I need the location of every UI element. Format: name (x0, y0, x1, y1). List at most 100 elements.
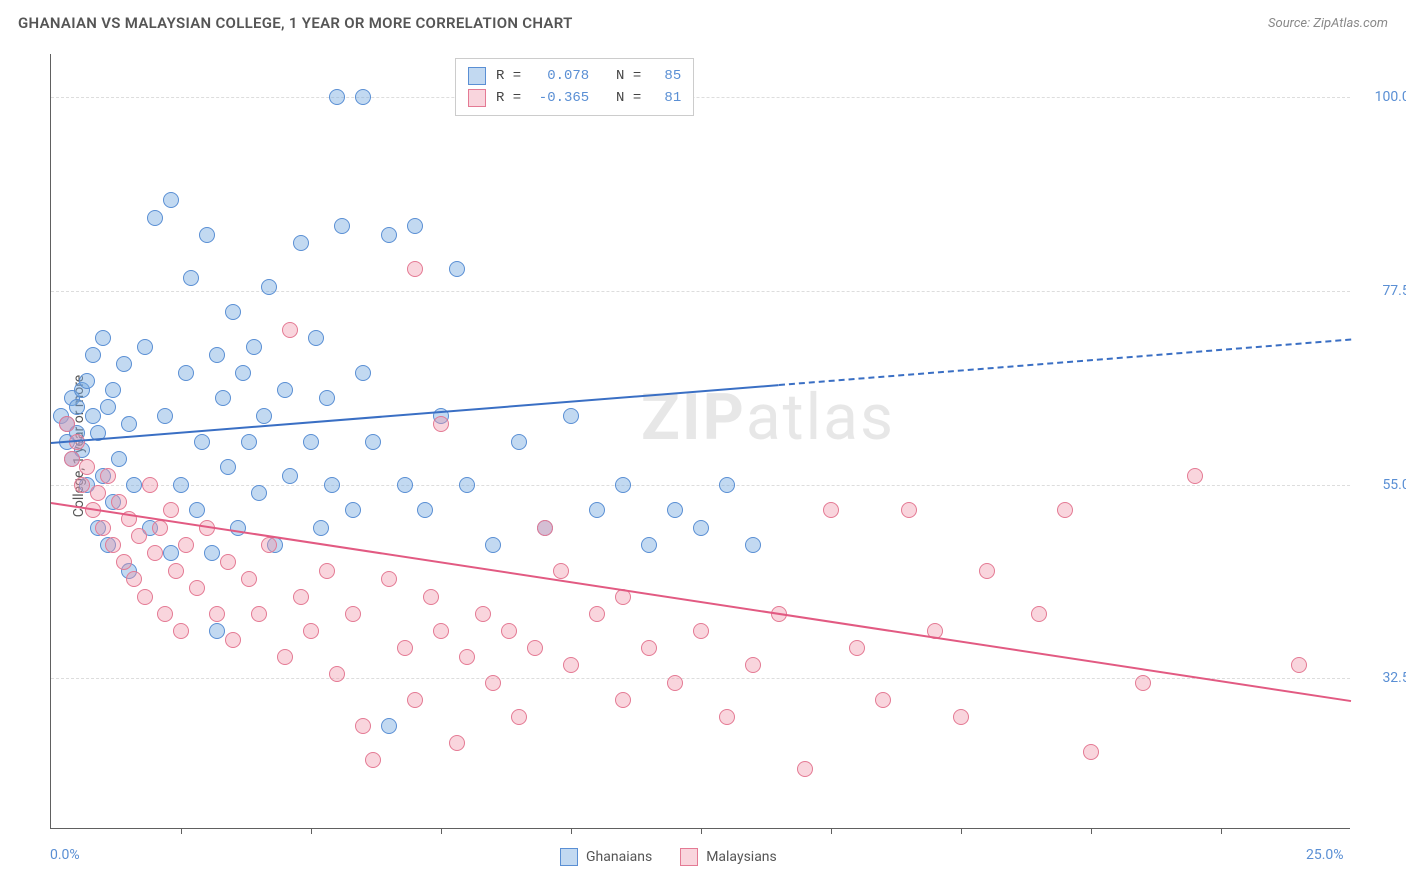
stats-row: R =-0.365 N =81 (468, 87, 681, 109)
scatter-point (142, 477, 158, 493)
scatter-point (511, 434, 527, 450)
legend-item: Malaysians (680, 848, 777, 866)
legend-label: Malaysians (706, 849, 777, 865)
stats-r-label: R = (496, 68, 521, 84)
scatter-point (381, 718, 397, 734)
scatter-point (1031, 606, 1047, 622)
x-tick (1091, 828, 1092, 834)
stats-r-value: -0.365 (531, 90, 589, 106)
scatter-point (137, 339, 153, 355)
scatter-point (64, 390, 80, 406)
scatter-point (131, 528, 147, 544)
scatter-point (365, 752, 381, 768)
trend-line (51, 502, 1351, 702)
scatter-point (116, 356, 132, 372)
scatter-point (589, 606, 605, 622)
scatter-point (797, 761, 813, 777)
scatter-point (220, 459, 236, 475)
scatter-point (95, 520, 111, 536)
scatter-point (511, 709, 527, 725)
x-max-label: 25.0% (1306, 847, 1344, 863)
scatter-point (381, 227, 397, 243)
stats-n-label: N = (599, 68, 641, 84)
stats-legend: R =0.078 N =85R =-0.365 N =81 (455, 58, 694, 116)
gridline (51, 97, 1350, 98)
scatter-point (100, 399, 116, 415)
legend-swatch (560, 848, 578, 866)
scatter-point (345, 606, 361, 622)
scatter-point (251, 485, 267, 501)
scatter-point (537, 520, 553, 536)
scatter-point (667, 502, 683, 518)
scatter-point (105, 494, 121, 510)
scatter-point (204, 545, 220, 561)
scatter-point (407, 218, 423, 234)
scatter-point (355, 365, 371, 381)
scatter-point (178, 537, 194, 553)
scatter-point (79, 373, 95, 389)
scatter-point (111, 451, 127, 467)
scatter-point (615, 692, 631, 708)
scatter-point (485, 537, 501, 553)
scatter-point (69, 434, 85, 450)
scatter-point (241, 571, 257, 587)
scatter-point (116, 554, 132, 570)
scatter-point (85, 347, 101, 363)
scatter-point (501, 623, 517, 639)
scatter-point (126, 571, 142, 587)
scatter-point (641, 640, 657, 656)
scatter-point (90, 425, 106, 441)
x-tick (181, 828, 182, 834)
scatter-point (433, 408, 449, 424)
scatter-point (183, 270, 199, 286)
scatter-point (329, 666, 345, 682)
scatter-point (189, 502, 205, 518)
scatter-point (256, 408, 272, 424)
scatter-point (74, 382, 90, 398)
scatter-point (168, 563, 184, 579)
scatter-point (449, 735, 465, 751)
scatter-point (100, 468, 116, 484)
scatter-point (53, 408, 69, 424)
x-tick (311, 828, 312, 834)
chart-container: GHANAIAN VS MALAYSIAN COLLEGE, 1 YEAR OR… (0, 0, 1406, 892)
trend-line (51, 384, 779, 444)
scatter-point (449, 261, 465, 277)
x-min-label: 0.0% (50, 847, 80, 863)
scatter-point (142, 520, 158, 536)
scatter-point (105, 382, 121, 398)
scatter-point (475, 606, 491, 622)
scatter-point (90, 485, 106, 501)
y-tick-label: 32.5% (1360, 670, 1406, 686)
scatter-point (693, 520, 709, 536)
series-legend: GhanaiansMalaysians (560, 848, 777, 866)
scatter-point (261, 537, 277, 553)
scatter-point (589, 502, 605, 518)
scatter-point (324, 477, 340, 493)
scatter-point (719, 709, 735, 725)
gridline (51, 485, 1350, 486)
scatter-point (173, 477, 189, 493)
scatter-point (641, 537, 657, 553)
scatter-point (95, 330, 111, 346)
scatter-point (69, 399, 85, 415)
scatter-point (417, 502, 433, 518)
scatter-point (90, 520, 106, 536)
scatter-point (345, 502, 361, 518)
scatter-point (308, 330, 324, 346)
scatter-point (246, 339, 262, 355)
scatter-point (329, 89, 345, 105)
scatter-point (209, 347, 225, 363)
scatter-point (235, 365, 251, 381)
x-tick (571, 828, 572, 834)
scatter-point (147, 210, 163, 226)
scatter-point (261, 279, 277, 295)
scatter-point (282, 468, 298, 484)
scatter-point (189, 580, 205, 596)
scatter-point (365, 434, 381, 450)
scatter-point (85, 408, 101, 424)
scatter-point (527, 640, 543, 656)
scatter-point (157, 408, 173, 424)
stats-n-label: N = (599, 90, 641, 106)
scatter-point (137, 589, 153, 605)
